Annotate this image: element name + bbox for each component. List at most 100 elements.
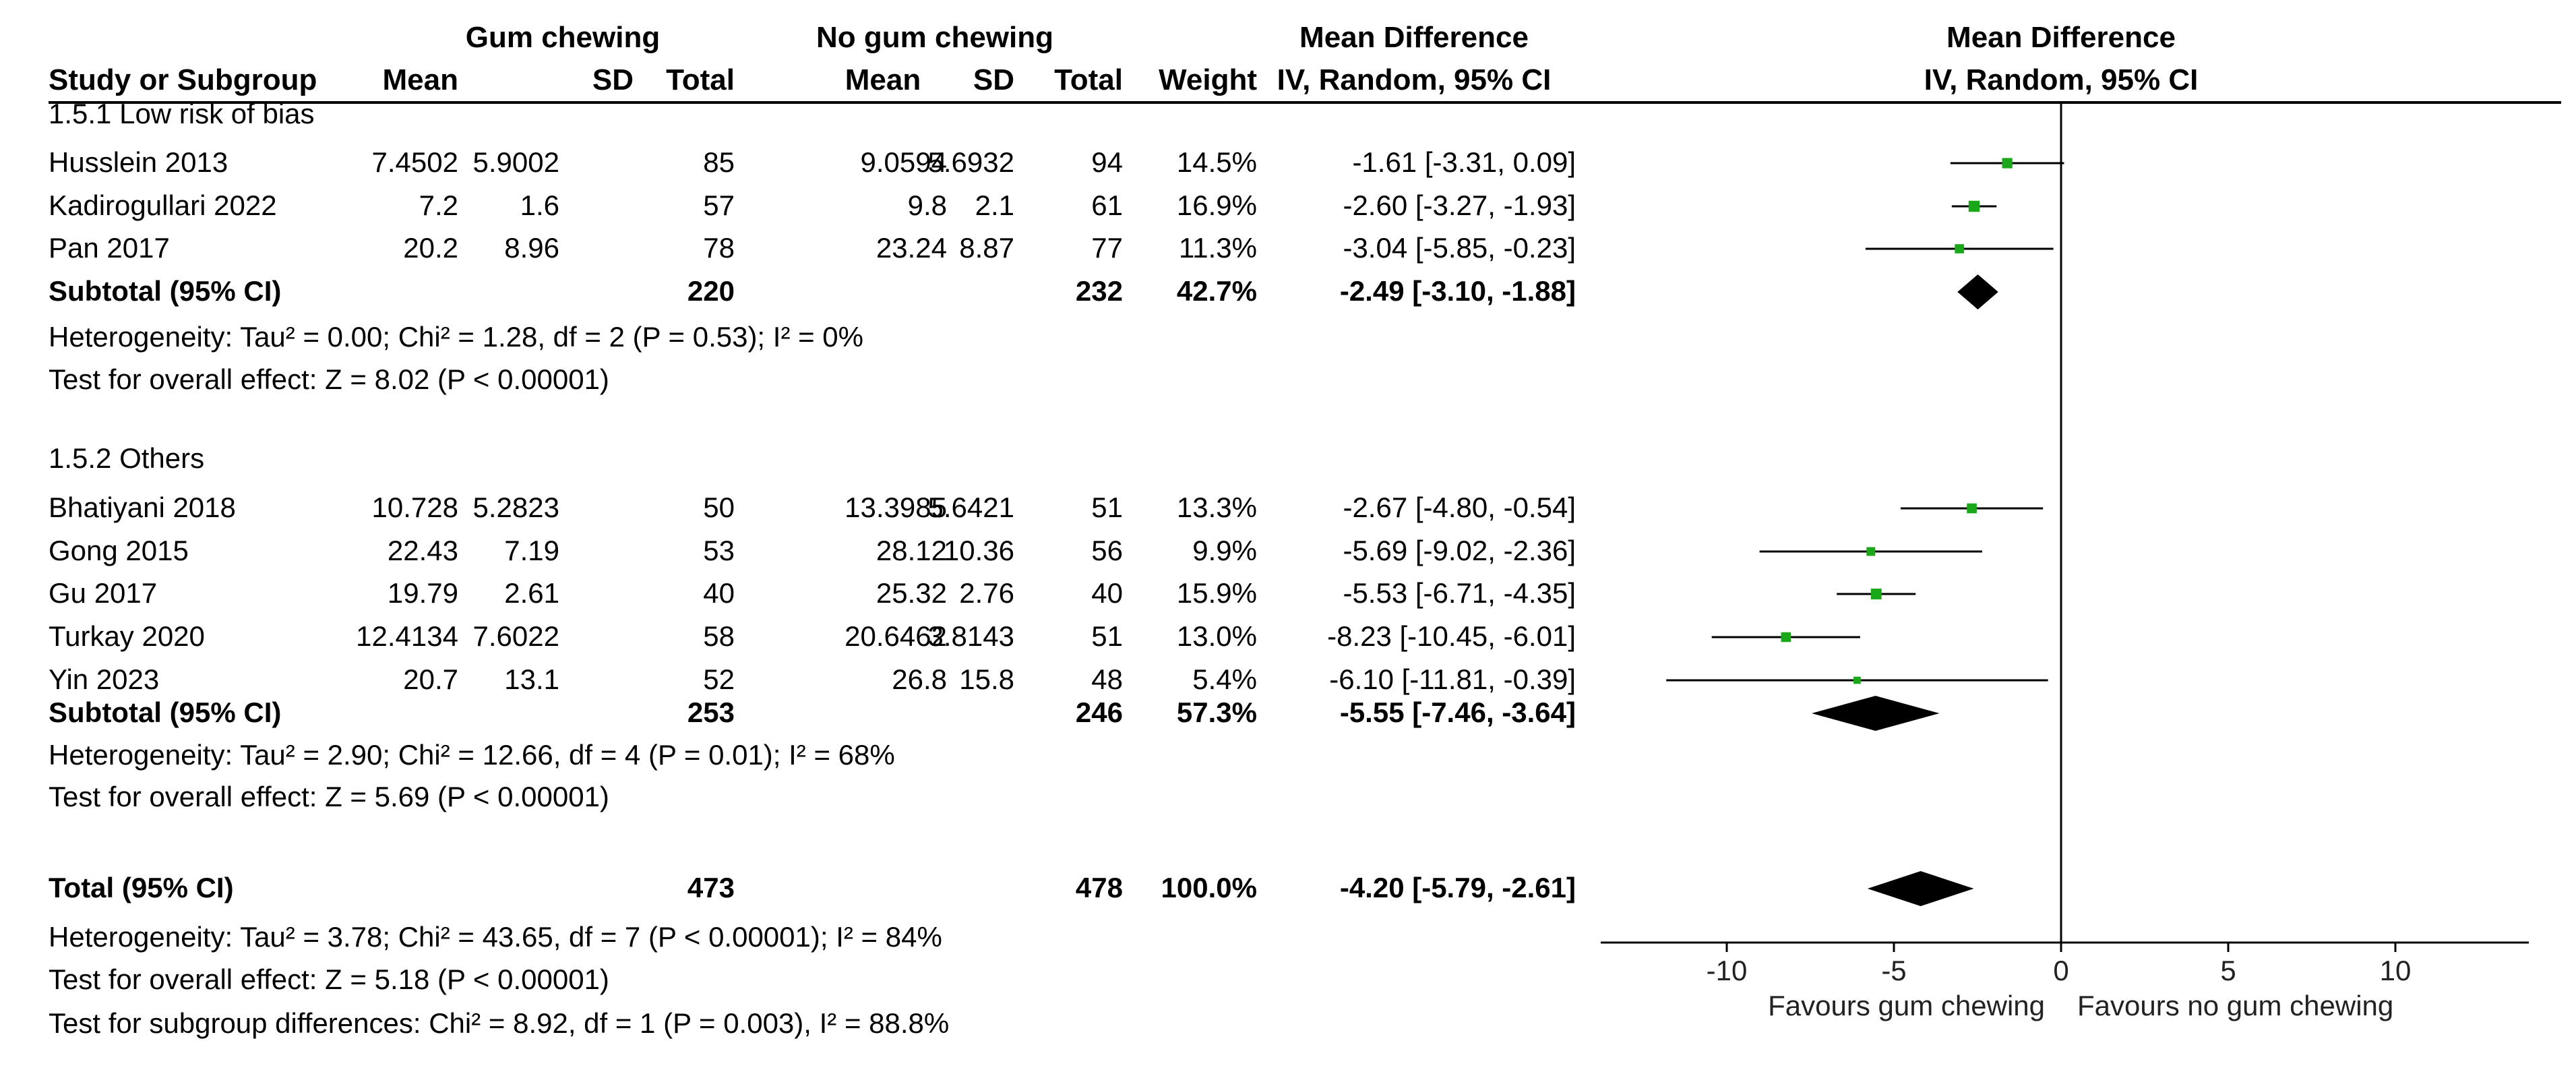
subgroup-differences: Test for subgroup differences: Chi² = 8.… [49,1007,949,1039]
group1-total-header: Total [666,63,735,96]
weight-header: Weight [1159,63,1257,96]
effect-square [1967,503,1977,514]
study-weight: 11.3% [1179,232,1257,264]
x-tick-label: -10 [1707,955,1748,986]
group2-mean: 13.3985 [845,492,947,523]
study-name: Gong 2015 [49,535,189,566]
group2-sd: 2.76 [959,577,1014,609]
group2-total: 40 [1091,577,1123,609]
study-name: Turkay 2020 [49,620,205,652]
effect-square [1968,200,1980,212]
x-tick-label: 5 [2220,955,2236,986]
study-weight: 9.9% [1192,535,1257,566]
group2-total: 61 [1091,189,1123,221]
study-ci: -5.53 [-6.71, -4.35] [1343,577,1576,609]
group1-sd: 5.9002 [473,146,559,178]
group2-sd: 5.6421 [928,492,1014,523]
study-ci: -3.04 [-5.85, -0.23] [1343,232,1576,264]
group1-mean: 7.4502 [372,146,458,178]
group1-header: Gum chewing [466,21,660,54]
group2-mean: 20.6462 [845,620,947,652]
group2-sd: 8.87 [959,232,1014,264]
study-ci: -2.67 [-4.80, -0.54] [1343,492,1576,523]
effect-square [1866,547,1876,556]
subtotal-group2-total: 232 [1076,275,1123,307]
total-overall-effect: Test for overall effect: Z = 5.18 (P < 0… [49,963,609,995]
group2-mean: 26.8 [892,663,947,695]
subgroup-heterogeneity: Heterogeneity: Tau² = 0.00; Chi² = 1.28,… [49,321,863,353]
subtotal-label: Subtotal (95% CI) [49,275,281,307]
group1-mean: 7.2 [419,189,458,221]
total-heterogeneity: Heterogeneity: Tau² = 3.78; Chi² = 43.65… [49,921,942,953]
group2-sd: 2.1 [975,189,1014,221]
subtotal-ci: -5.55 [-7.46, -3.64] [1340,696,1576,728]
study-column-header: Study or Subgroup [49,63,317,96]
group2-header: No gum chewing [816,21,1053,54]
effect-square [1853,676,1861,684]
group2-mean: 9.8 [908,189,947,221]
group1-mean: 22.43 [388,535,458,566]
group2-sd: 5.6932 [928,146,1014,178]
group2-mean: 23.24 [876,232,947,264]
group1-sd: 13.1 [504,663,559,695]
group1-total: 52 [703,663,735,695]
total-group1-total: 473 [687,872,735,903]
group1-sd: 2.61 [504,577,559,609]
study-weight: 14.5% [1177,146,1257,178]
group1-total: 53 [703,535,735,566]
group2-total-header: Total [1054,63,1123,96]
subtotal-diamond [1811,696,1940,731]
subgroup-overall-effect: Test for overall effect: Z = 8.02 (P < 0… [49,363,609,395]
study-weight: 13.0% [1177,620,1257,652]
subtotal-group1-total: 253 [687,696,735,728]
group1-mean-header: Mean [383,63,458,96]
subgroup-overall-effect: Test for overall effect: Z = 5.69 (P < 0… [49,781,609,812]
group1-total: 85 [703,146,735,178]
method-plot-header: IV, Random, 95% CI [1924,63,2199,96]
md-plot-header: Mean Difference [1946,21,2176,54]
group2-sd: 3.8143 [928,620,1014,652]
subgroup-heterogeneity: Heterogeneity: Tau² = 2.90; Chi² = 12.66… [49,739,895,771]
effect-square [1955,244,1965,254]
subtotal-group2-total: 246 [1076,696,1123,728]
subtotal-weight: 57.3% [1177,696,1257,728]
study-name: Gu 2017 [49,577,157,609]
total-diamond [1867,871,1974,906]
total-label: Total (95% CI) [49,872,234,903]
group2-total: 94 [1091,146,1123,178]
group1-total: 40 [703,577,735,609]
effect-square [2002,158,2013,169]
x-tick-label: 0 [2053,955,2068,986]
group1-mean: 20.7 [403,663,458,695]
x-tick-label: 10 [2380,955,2412,986]
group1-sd: 1.6 [520,189,559,221]
effect-square [1781,632,1791,643]
x-tick-label: -5 [1881,955,1906,986]
study-weight: 13.3% [1177,492,1257,523]
group2-mean: 25.32 [876,577,947,609]
method-table-header: IV, Random, 95% CI [1277,63,1552,96]
group2-sd: 15.8 [959,663,1014,695]
study-weight: 15.9% [1177,577,1257,609]
group2-sd-header: SD [973,63,1014,96]
md-table-header: Mean Difference [1299,21,1529,54]
study-weight: 5.4% [1192,663,1257,695]
study-ci: -8.23 [-10.45, -6.01] [1327,620,1576,652]
study-ci: -6.10 [-11.81, -0.39] [1329,663,1576,695]
group1-mean: 19.79 [388,577,458,609]
group2-sd: 10.36 [944,535,1014,566]
study-name: Kadirogullari 2022 [49,189,277,221]
study-ci: -2.60 [-3.27, -1.93] [1343,189,1576,221]
group1-sd: 8.96 [504,232,559,264]
subtotal-diamond [1957,274,1998,309]
study-ci: -5.69 [-9.02, -2.36] [1343,535,1576,566]
subgroup-title: 1.5.1 Low risk of bias [49,98,315,129]
group1-sd: 7.19 [504,535,559,566]
group1-mean: 10.728 [372,492,458,523]
group1-total: 78 [703,232,735,264]
group2-total: 56 [1091,535,1123,566]
group1-total: 50 [703,492,735,523]
subtotal-group1-total: 220 [687,275,735,307]
effect-square [1870,589,1882,599]
